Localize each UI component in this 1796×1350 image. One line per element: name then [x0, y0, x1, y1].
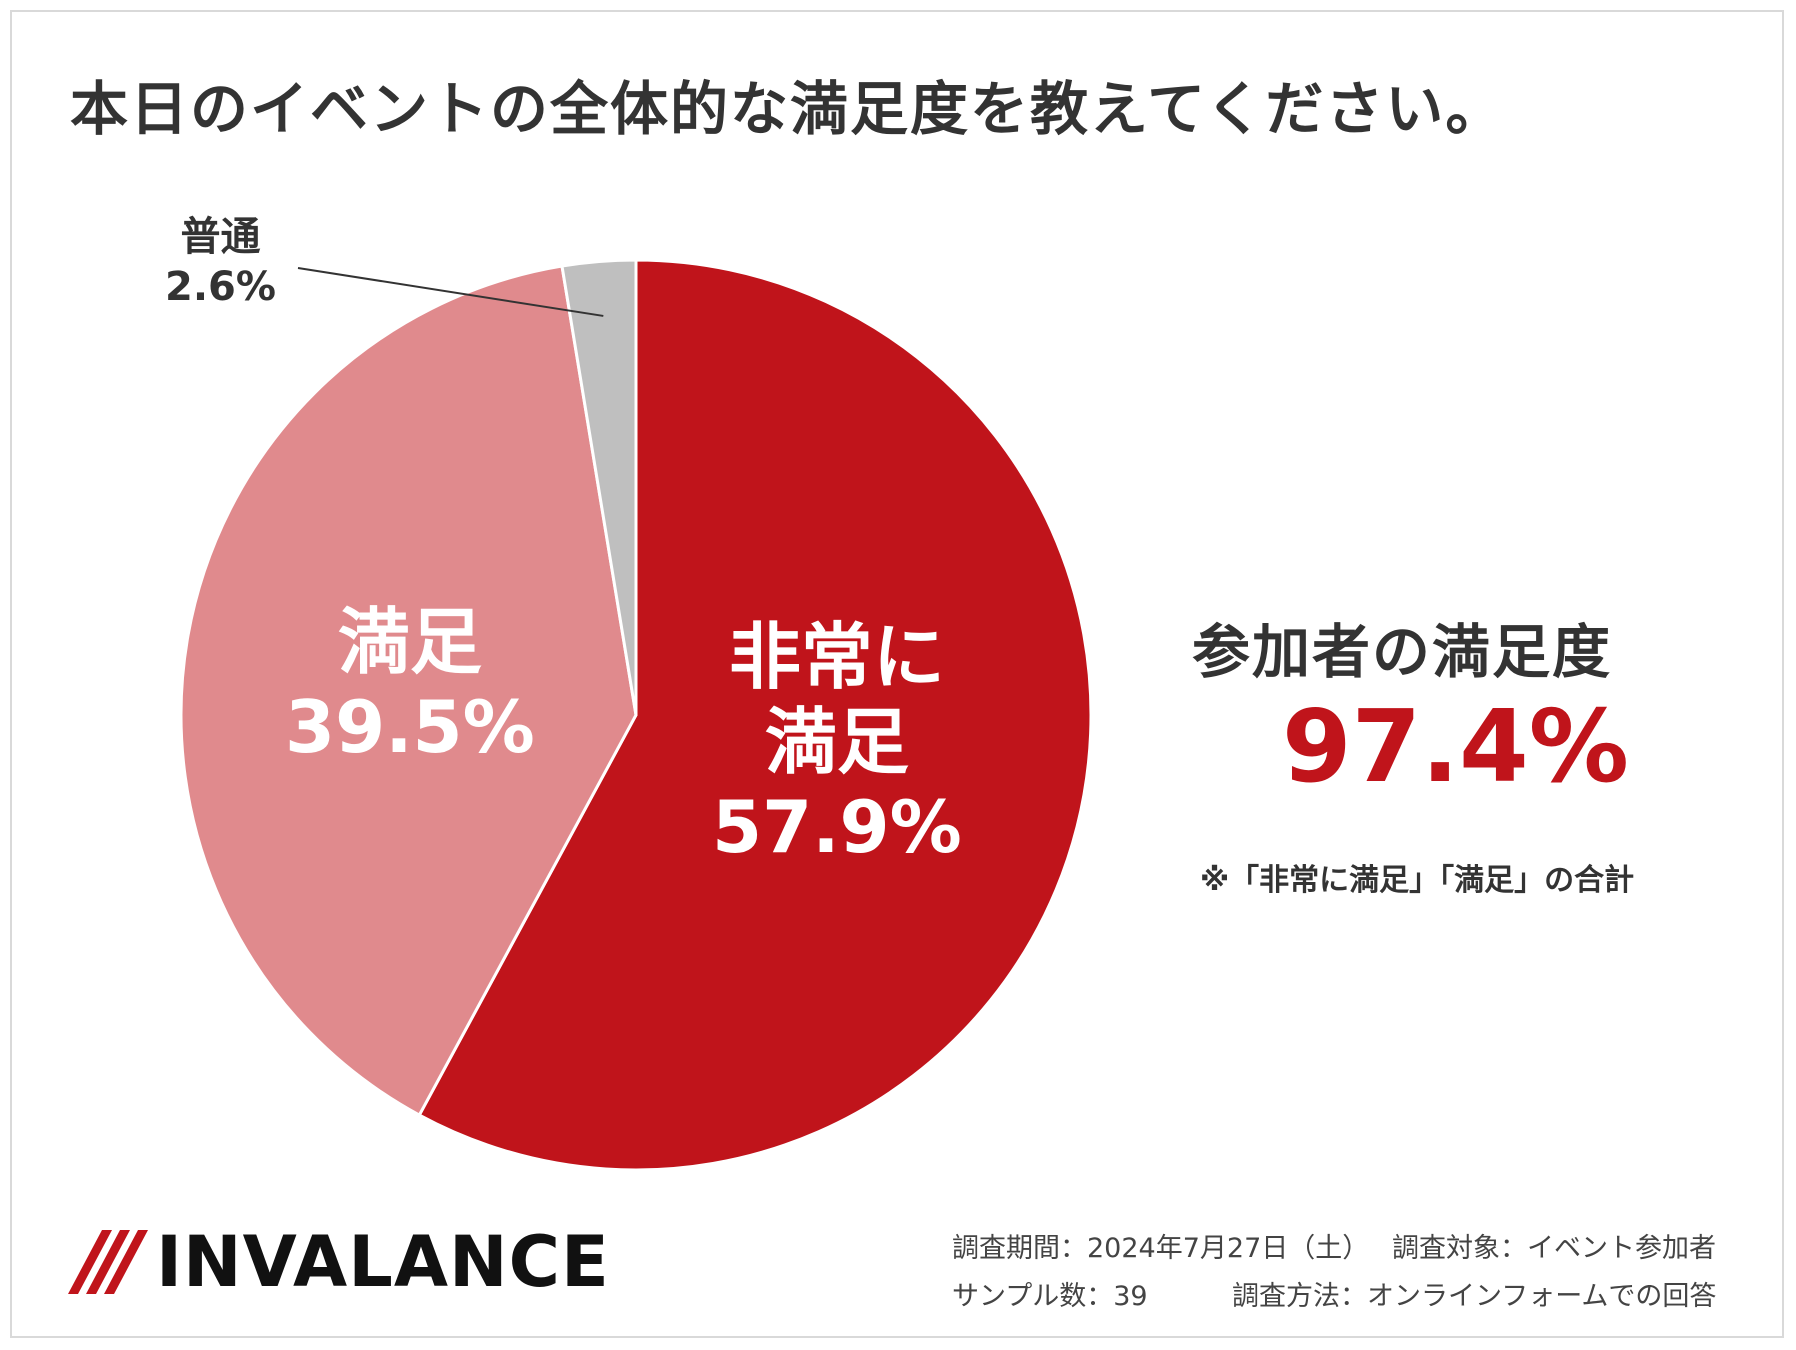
- slice-value-neutral: 2.6%: [165, 264, 276, 310]
- logo-text: INVALANCE: [156, 1221, 610, 1303]
- slice-value-satisfied: 39.5%: [285, 684, 535, 769]
- logo-slash-icon: [68, 1230, 148, 1294]
- slice-label-neutral-line1: 普通: [180, 214, 261, 260]
- logo-slash-2: [86, 1230, 130, 1294]
- slice-label-very-satisfied: 非常に 満足 57.9%: [712, 615, 962, 870]
- pie-slice-very-satisfied: [417, 258, 1093, 1172]
- slice-label-satisfied-line1: 満足: [337, 600, 482, 684]
- pie-slice-satisfied: [179, 264, 638, 1118]
- summary-value: 97.4%: [1282, 688, 1629, 805]
- survey-target: 調査対象：イベント参加者: [1392, 1233, 1716, 1264]
- logo-slash-1: [68, 1230, 112, 1294]
- summary-note: ※「非常に満足」「満足」の合計: [1200, 863, 1635, 898]
- slice-label-very-satisfied-line2: 満足: [764, 699, 909, 784]
- survey-sample: サンプル数：39: [952, 1281, 1148, 1312]
- slice-value-very-satisfied: 57.9%: [712, 784, 962, 869]
- survey-period: 調査期間：2024年7月27日（土）: [952, 1233, 1370, 1264]
- summary-label: 参加者の満足度: [1192, 618, 1613, 686]
- chart-title: 本日のイベントの全体的な満足度を教えてください。: [70, 75, 1506, 143]
- slice-label-very-satisfied-line1: 非常に: [728, 615, 945, 699]
- logo-slash-3: [104, 1230, 148, 1294]
- slice-label-satisfied: 満足 39.5%: [285, 600, 535, 770]
- neutral-leader-line: [297, 267, 604, 317]
- survey-method: 調査方法：オンラインフォームでの回答: [1232, 1281, 1717, 1312]
- pie-slice-neutral: [560, 258, 638, 716]
- slice-label-neutral: 普通 2.6%: [165, 212, 276, 312]
